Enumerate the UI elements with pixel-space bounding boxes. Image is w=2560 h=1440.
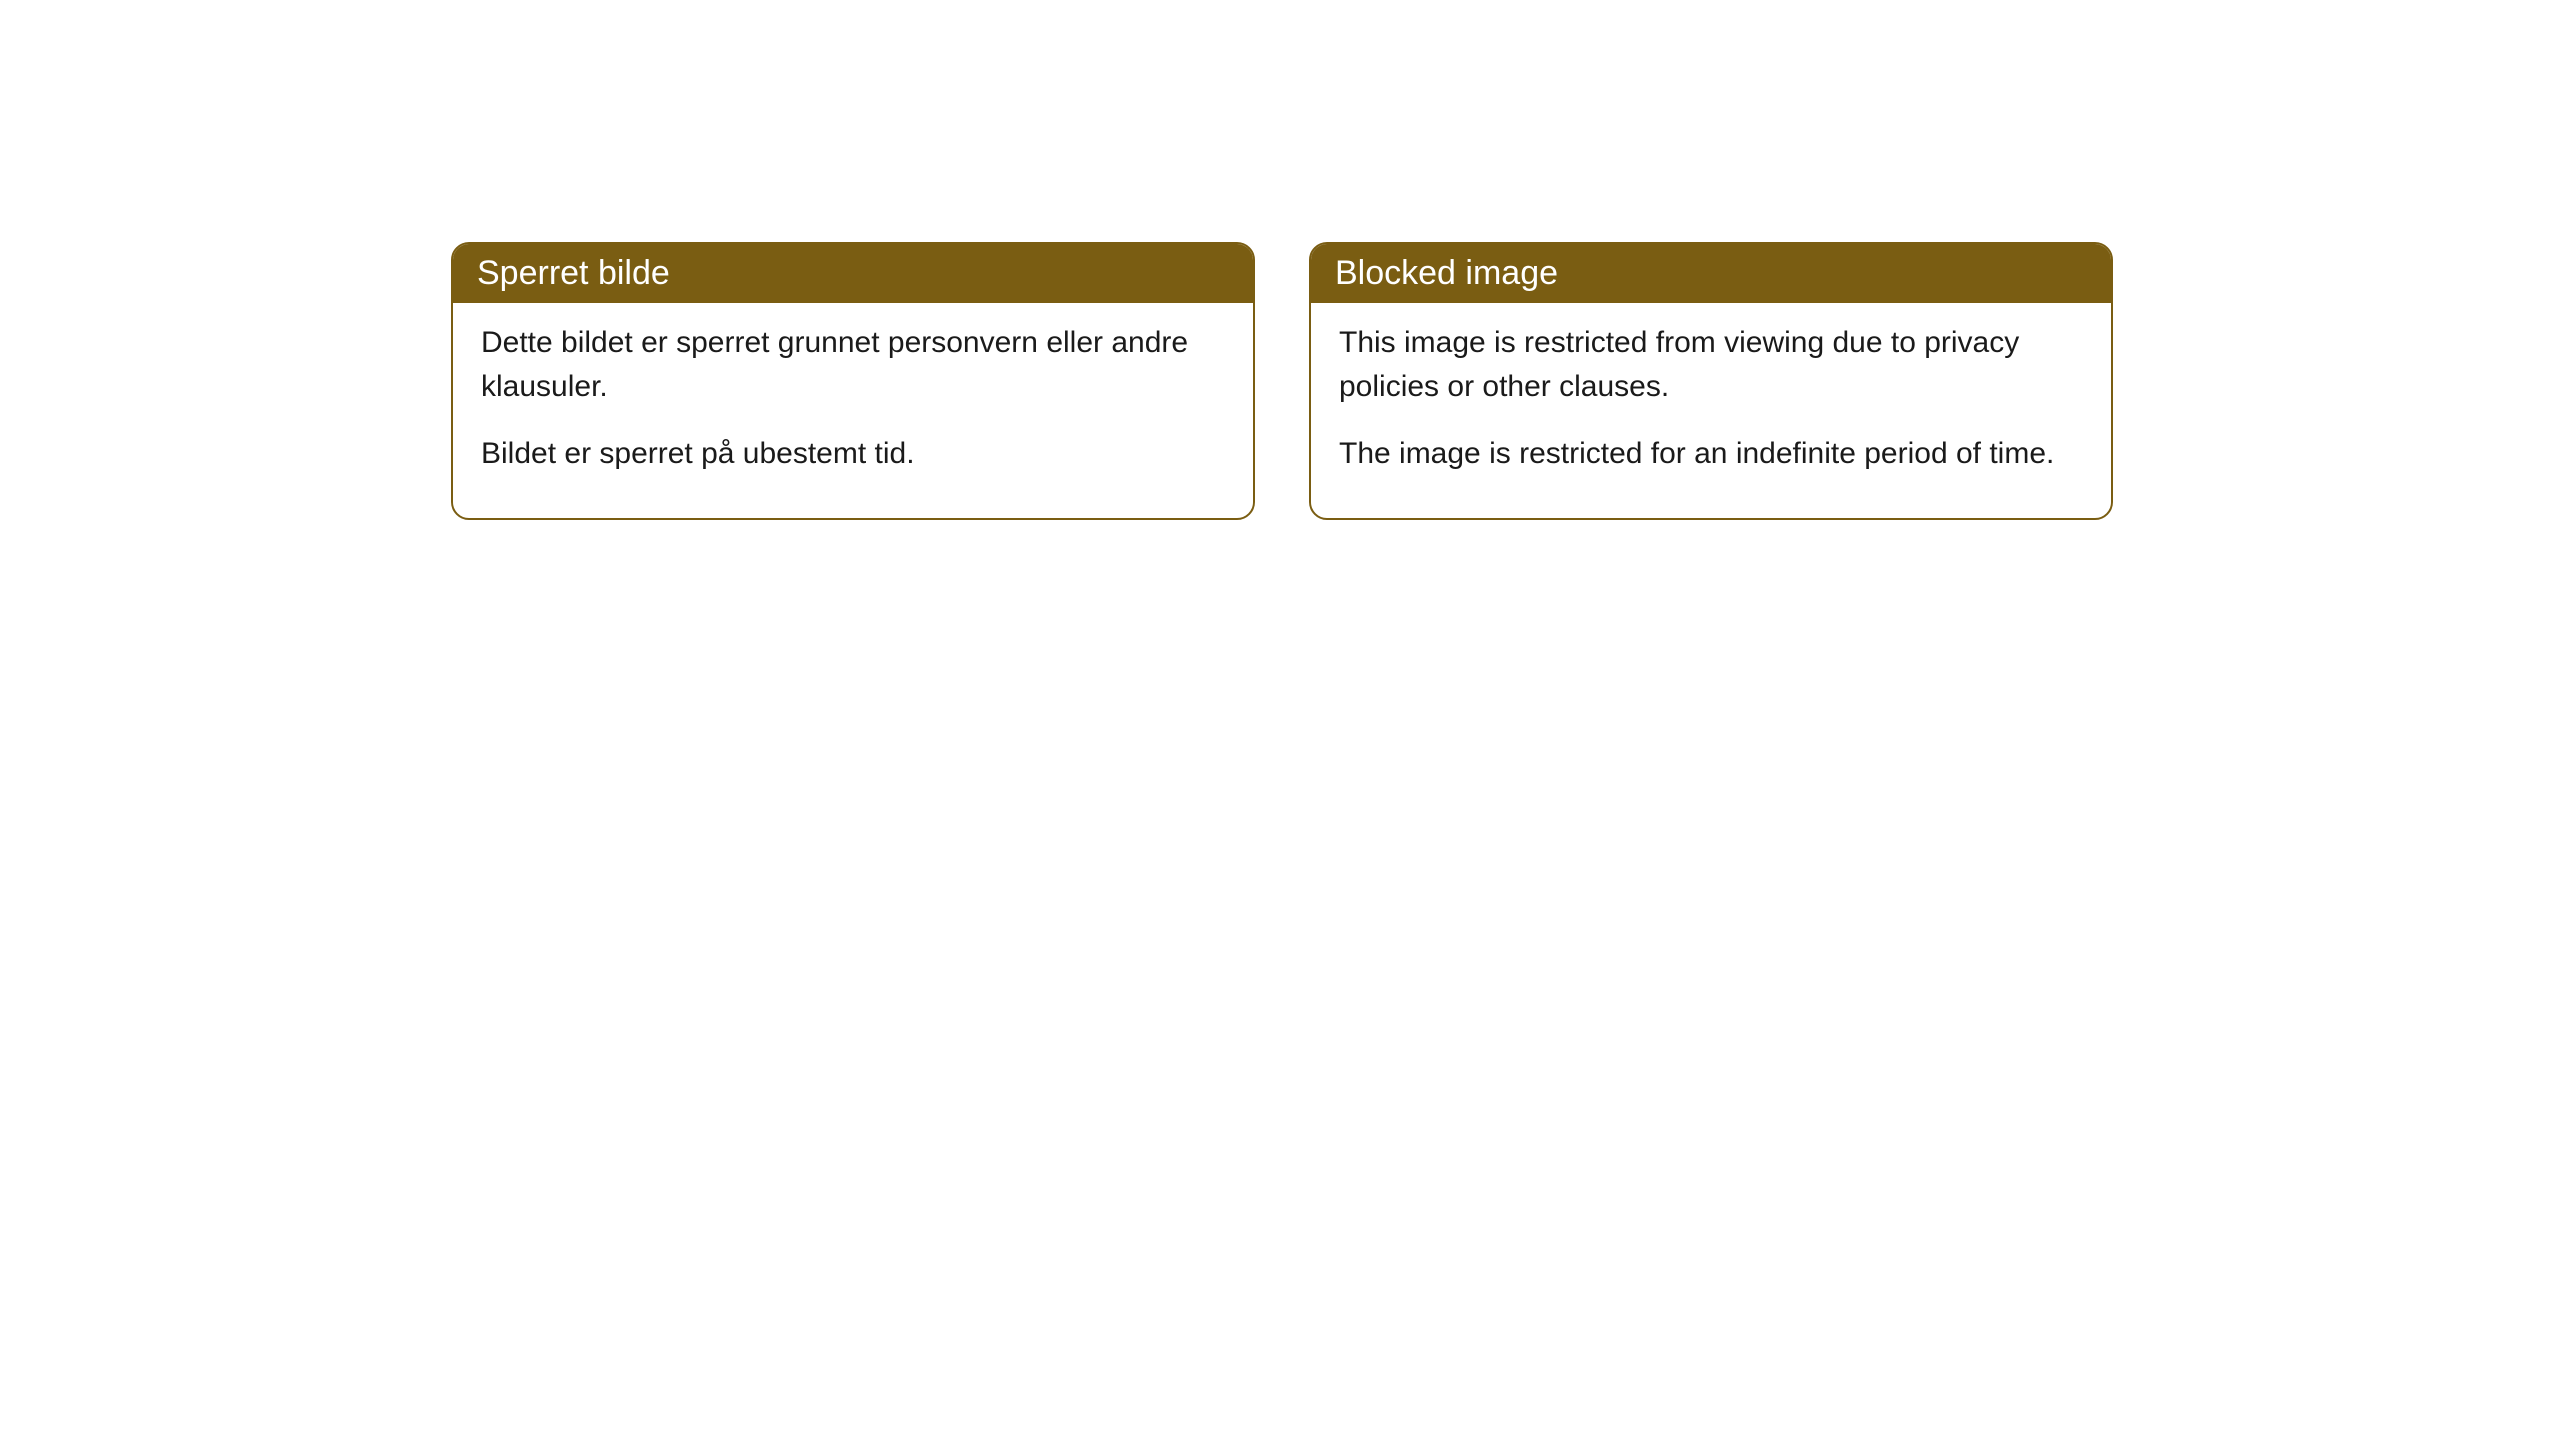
cards-container: Sperret bilde Dette bildet er sperret gr… [0,0,2560,520]
card-body-norwegian: Dette bildet er sperret grunnet personve… [453,303,1253,518]
card-paragraph-1: This image is restricted from viewing du… [1339,321,2083,408]
card-paragraph-1: Dette bildet er sperret grunnet personve… [481,321,1225,408]
card-body-english: This image is restricted from viewing du… [1311,303,2111,518]
card-header-english: Blocked image [1311,244,2111,303]
card-paragraph-2: Bildet er sperret på ubestemt tid. [481,432,1225,476]
card-norwegian: Sperret bilde Dette bildet er sperret gr… [451,242,1255,520]
card-header-norwegian: Sperret bilde [453,244,1253,303]
card-paragraph-2: The image is restricted for an indefinit… [1339,432,2083,476]
card-english: Blocked image This image is restricted f… [1309,242,2113,520]
